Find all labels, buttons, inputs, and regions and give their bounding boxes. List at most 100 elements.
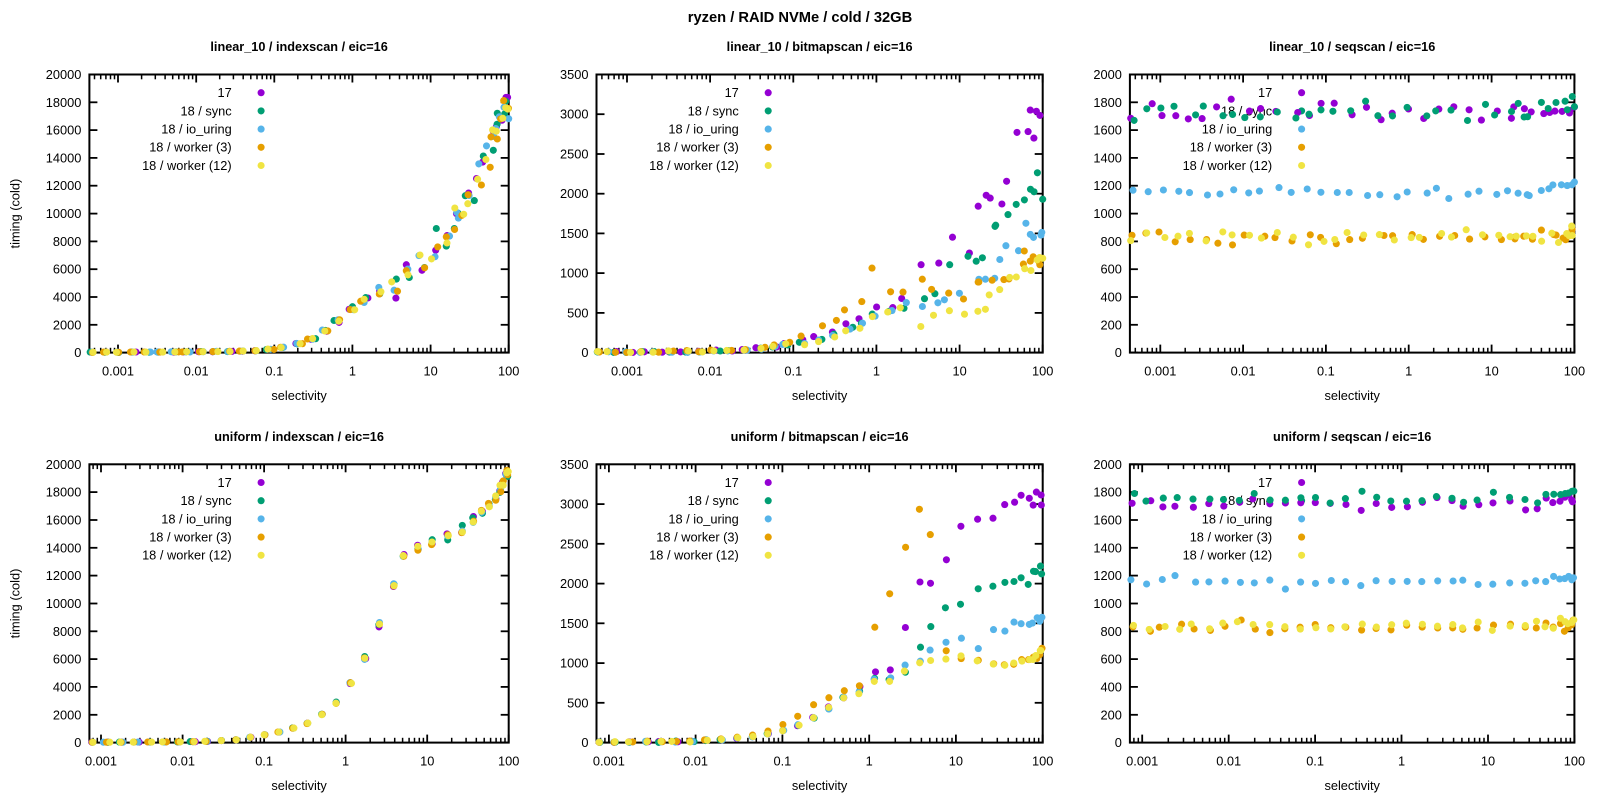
- svg-text:linear_10 / indexscan / eic=16: linear_10 / indexscan / eic=16: [210, 40, 387, 54]
- svg-text:17: 17: [217, 475, 231, 490]
- svg-text:18 / worker (12): 18 / worker (12): [649, 158, 739, 173]
- svg-text:1400: 1400: [1093, 540, 1121, 555]
- svg-text:100: 100: [1032, 754, 1053, 769]
- svg-text:6000: 6000: [53, 652, 81, 667]
- svg-text:timing (cold): timing (cold): [8, 569, 23, 639]
- svg-text:1: 1: [866, 754, 873, 769]
- svg-text:18 / worker (12): 18 / worker (12): [1183, 548, 1273, 563]
- svg-text:0.001: 0.001: [611, 364, 643, 379]
- svg-text:0.001: 0.001: [102, 364, 134, 379]
- svg-text:600: 600: [1101, 652, 1122, 667]
- svg-text:16000: 16000: [46, 513, 82, 528]
- svg-text:0.01: 0.01: [683, 754, 708, 769]
- svg-text:18 / sync: 18 / sync: [688, 103, 740, 118]
- svg-text:2000: 2000: [53, 317, 81, 332]
- svg-text:18 / worker (3): 18 / worker (3): [656, 140, 739, 155]
- svg-text:0.1: 0.1: [265, 364, 283, 379]
- svg-text:18 / worker (12): 18 / worker (12): [649, 548, 739, 563]
- svg-text:0.1: 0.1: [784, 364, 802, 379]
- svg-text:1200: 1200: [1093, 178, 1121, 193]
- svg-text:3500: 3500: [560, 457, 588, 472]
- svg-text:1200: 1200: [1093, 568, 1121, 583]
- svg-text:400: 400: [1101, 290, 1122, 305]
- svg-text:12000: 12000: [46, 568, 82, 583]
- svg-text:18 / sync: 18 / sync: [180, 493, 232, 508]
- svg-text:1800: 1800: [1093, 485, 1121, 500]
- svg-text:0.001: 0.001: [85, 754, 117, 769]
- svg-text:18 / io_uring: 18 / io_uring: [1202, 511, 1272, 526]
- svg-text:10000: 10000: [46, 596, 82, 611]
- svg-text:14000: 14000: [46, 150, 82, 165]
- svg-text:800: 800: [1101, 624, 1122, 639]
- svg-text:1600: 1600: [1093, 513, 1121, 528]
- svg-text:4000: 4000: [53, 290, 81, 305]
- svg-text:1600: 1600: [1093, 123, 1121, 138]
- svg-text:100: 100: [1564, 364, 1585, 379]
- svg-text:selectivity: selectivity: [792, 778, 848, 793]
- svg-text:linear_10 / bitmapscan / eic=1: linear_10 / bitmapscan / eic=16: [727, 40, 913, 54]
- svg-text:18 / worker (3): 18 / worker (3): [656, 530, 739, 545]
- svg-text:800: 800: [1101, 234, 1122, 249]
- svg-text:14000: 14000: [46, 540, 82, 555]
- svg-text:0.01: 0.01: [1231, 364, 1256, 379]
- svg-text:500: 500: [567, 305, 588, 320]
- svg-text:1: 1: [342, 754, 349, 769]
- svg-text:1000: 1000: [1093, 206, 1121, 221]
- svg-text:linear_10 / seqscan / eic=16: linear_10 / seqscan / eic=16: [1269, 40, 1435, 54]
- svg-text:100: 100: [1564, 754, 1585, 769]
- svg-text:18 / io_uring: 18 / io_uring: [161, 511, 231, 526]
- svg-text:200: 200: [1101, 707, 1122, 722]
- svg-text:18 / worker (12): 18 / worker (12): [142, 548, 232, 563]
- svg-text:8000: 8000: [53, 624, 81, 639]
- svg-text:0.01: 0.01: [698, 364, 723, 379]
- svg-text:500: 500: [567, 695, 588, 710]
- svg-text:2000: 2000: [1093, 457, 1121, 472]
- svg-text:18 / worker (12): 18 / worker (12): [142, 158, 232, 173]
- svg-text:18 / io_uring: 18 / io_uring: [1202, 122, 1272, 137]
- svg-text:3500: 3500: [560, 67, 588, 82]
- svg-text:1000: 1000: [560, 656, 588, 671]
- svg-text:1800: 1800: [1093, 95, 1121, 110]
- svg-text:100: 100: [498, 364, 519, 379]
- svg-text:6000: 6000: [53, 262, 81, 277]
- svg-text:uniform / seqscan / eic=16: uniform / seqscan / eic=16: [1273, 430, 1431, 444]
- svg-text:0.001: 0.001: [1126, 754, 1158, 769]
- svg-text:0.01: 0.01: [184, 364, 209, 379]
- svg-text:0.1: 0.1: [1317, 364, 1335, 379]
- svg-text:18 / sync: 18 / sync: [688, 493, 740, 508]
- svg-text:20000: 20000: [46, 457, 82, 472]
- svg-text:0: 0: [74, 735, 81, 750]
- svg-text:4000: 4000: [53, 679, 81, 694]
- svg-text:10000: 10000: [46, 206, 82, 221]
- svg-text:18 / worker (12): 18 / worker (12): [1183, 158, 1273, 173]
- svg-text:10: 10: [423, 364, 437, 379]
- svg-text:10: 10: [1484, 364, 1498, 379]
- svg-text:18 / io_uring: 18 / io_uring: [668, 511, 738, 526]
- svg-text:17: 17: [725, 475, 739, 490]
- svg-text:17: 17: [725, 85, 739, 100]
- svg-text:600: 600: [1101, 262, 1122, 277]
- svg-text:2000: 2000: [560, 186, 588, 201]
- svg-text:2000: 2000: [560, 576, 588, 591]
- svg-text:18000: 18000: [46, 485, 82, 500]
- svg-text:0.01: 0.01: [170, 754, 195, 769]
- svg-text:0: 0: [74, 345, 81, 360]
- svg-text:20000: 20000: [46, 67, 82, 82]
- svg-text:18 / worker (3): 18 / worker (3): [1190, 140, 1273, 155]
- svg-text:400: 400: [1101, 679, 1122, 694]
- svg-text:10: 10: [952, 364, 966, 379]
- svg-text:3000: 3000: [560, 107, 588, 122]
- svg-text:1: 1: [1398, 754, 1405, 769]
- svg-text:1: 1: [873, 364, 880, 379]
- svg-text:1500: 1500: [560, 616, 588, 631]
- svg-text:2000: 2000: [1093, 67, 1121, 82]
- svg-text:1: 1: [1405, 364, 1412, 379]
- svg-text:timing (cold): timing (cold): [8, 179, 23, 249]
- svg-text:0: 0: [581, 345, 588, 360]
- svg-text:18 / io_uring: 18 / io_uring: [161, 122, 231, 137]
- svg-text:1000: 1000: [1093, 596, 1121, 611]
- svg-text:18 / sync: 18 / sync: [1221, 493, 1273, 508]
- svg-text:0: 0: [1115, 345, 1122, 360]
- svg-text:2500: 2500: [560, 536, 588, 551]
- svg-text:selectivity: selectivity: [1324, 388, 1380, 403]
